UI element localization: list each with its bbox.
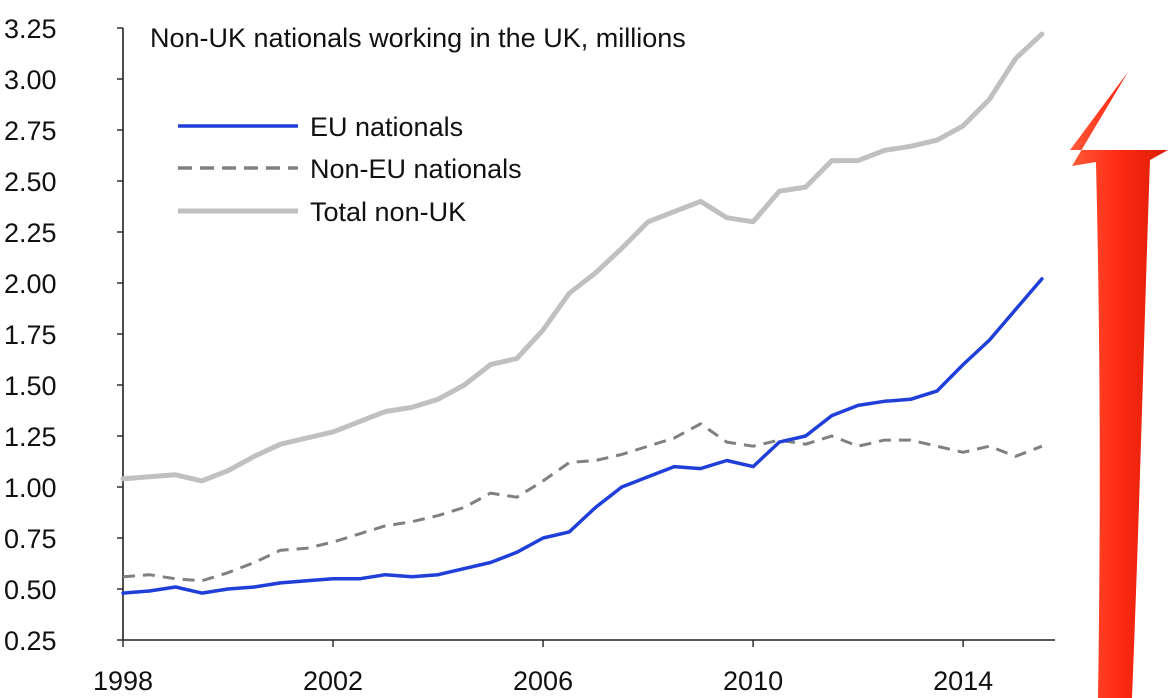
y-tick-label: 2.00: [4, 269, 57, 299]
series-line-non-eu-nationals: [122, 422, 1043, 583]
y-tick-label: 2.25: [4, 218, 57, 248]
y-axis-tick-labels: 0.25 0.50 0.75 1.00 1.25 1.50 1.75 2.00 2.25 2.50…: [4, 14, 57, 656]
y-tick-label: 2.50: [4, 167, 57, 197]
x-tick-label: 1998: [93, 666, 153, 696]
axis-ticks: [117, 27, 964, 647]
y-tick-label: 1.50: [4, 371, 57, 401]
y-tick-label: 1.25: [4, 422, 57, 452]
x-tick-label: 2006: [513, 666, 573, 696]
red-arrow-annotation: [1070, 72, 1168, 698]
x-axis-tick-labels: 1998 2002 2006 2010 2014: [93, 666, 993, 696]
legend: EU nationals Non-EU nationals Total non-UK: [178, 112, 522, 227]
series-line-total-non-uk: [120, 31, 1045, 484]
series-layer: [120, 31, 1045, 595]
y-tick-label: 3.25: [4, 14, 57, 44]
x-tick-label: 2010: [723, 666, 783, 696]
y-tick-label: 0.75: [4, 524, 57, 554]
chart-title: Non-UK nationals working in the UK, mill…: [150, 23, 686, 53]
y-tick-label: 1.75: [4, 320, 57, 350]
legend-label: EU nationals: [310, 112, 463, 142]
legend-label: Non-EU nationals: [310, 154, 522, 184]
x-tick-label: 2014: [933, 666, 993, 696]
y-tick-label: 3.00: [4, 65, 57, 95]
series-line-eu-nationals: [121, 277, 1044, 595]
y-tick-label: 1.00: [4, 473, 57, 503]
y-tick-label: 0.25: [4, 626, 57, 656]
y-tick-label: 0.50: [4, 575, 57, 605]
legend-label: Total non-UK: [310, 197, 466, 227]
x-tick-label: 2002: [303, 666, 363, 696]
y-tick-label: 2.75: [4, 116, 57, 146]
